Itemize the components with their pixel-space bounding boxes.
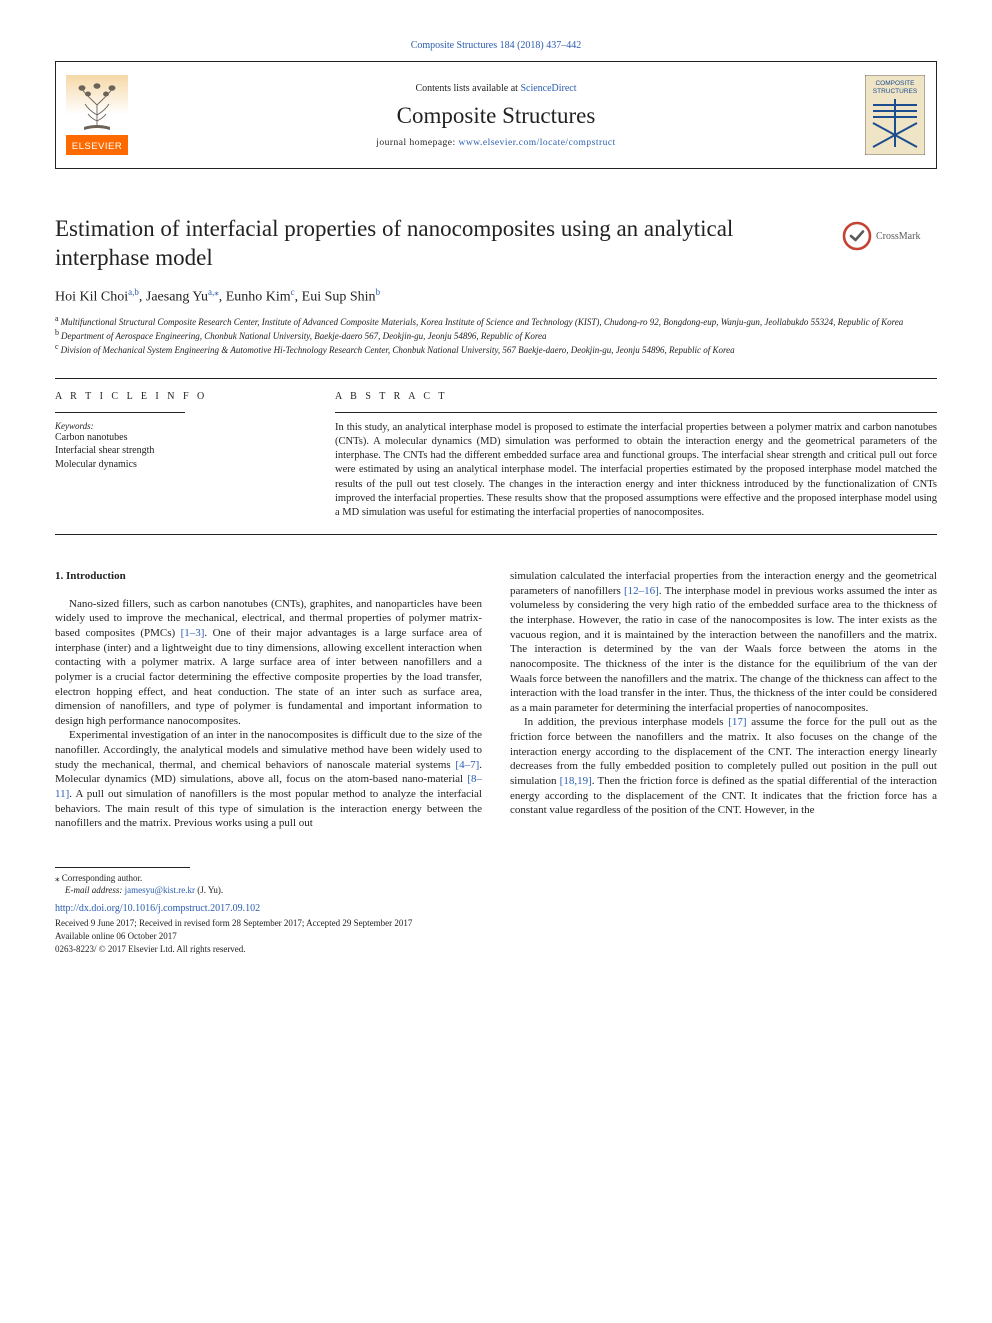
authors: Hoi Kil Choia,b, Jaesang Yua,⁎, Eunho Ki… xyxy=(55,287,937,306)
sciencedirect-link[interactable]: ScienceDirect xyxy=(520,83,576,94)
affiliations: aMultifunctional Structural Composite Re… xyxy=(55,314,937,356)
ref-4-7[interactable]: [4–7] xyxy=(455,759,479,771)
keyword-3: Molecular dynamics xyxy=(55,458,295,472)
footnote-rule xyxy=(55,867,190,868)
header-center: Contents lists available at ScienceDirec… xyxy=(138,62,854,168)
affiliation-a: Multifunctional Structural Composite Res… xyxy=(61,317,904,327)
author-2: Jaesang Yu xyxy=(146,290,208,305)
email-label: E-mail address: xyxy=(65,885,122,895)
article-info-rule xyxy=(55,412,185,413)
author-3: Eunho Kim xyxy=(226,290,291,305)
crossmark-badge[interactable]: CrossMark xyxy=(842,218,937,254)
contents-pre: Contents lists available at xyxy=(415,83,520,94)
article-info-label: A R T I C L E I N F O xyxy=(55,391,295,402)
ref-12-16[interactable]: [12–16] xyxy=(624,585,659,597)
author-1-aff[interactable]: a,b xyxy=(128,287,139,297)
ref-18-19[interactable]: [18,19] xyxy=(560,775,592,787)
para-1: Nano-sized fillers, such as carbon nanot… xyxy=(55,597,482,729)
abstract-col: A B S T R A C T In this study, an analyt… xyxy=(335,391,937,520)
svg-text:ELSEVIER: ELSEVIER xyxy=(72,141,122,152)
section-heading-1: 1. Introduction xyxy=(55,569,482,584)
author-1: Hoi Kil Choi xyxy=(55,290,128,305)
article-title: Estimation of interfacial properties of … xyxy=(55,214,828,273)
para-3: simulation calculated the interfacial pr… xyxy=(510,569,937,715)
journal-header: ELSEVIER Contents lists available at Sci… xyxy=(55,61,937,169)
body-columns: 1. Introduction Nano-sized fillers, such… xyxy=(55,569,937,831)
available-online: Available online 06 October 2017 xyxy=(55,930,937,942)
author-4-aff[interactable]: b xyxy=(376,287,381,297)
crossmark-label: CrossMark xyxy=(876,231,920,242)
affiliation-b: Department of Aerospace Engineering, Cho… xyxy=(61,331,547,341)
running-head: Composite Structures 184 (2018) 437–442 xyxy=(55,40,937,51)
doi-link[interactable]: http://dx.doi.org/10.1016/j.compstruct.2… xyxy=(55,903,260,914)
column-right: simulation calculated the interfacial pr… xyxy=(510,569,937,831)
divider xyxy=(55,378,937,379)
corresponding-email-link[interactable]: jamesyu@kist.re.kr xyxy=(125,885,195,895)
homepage-link[interactable]: www.elsevier.com/locate/compstruct xyxy=(459,138,616,148)
author-3-aff[interactable]: c xyxy=(291,287,295,297)
journal-cover-icon: COMPOSITE STRUCTURES xyxy=(865,75,925,155)
elsevier-logo-slot: ELSEVIER xyxy=(56,62,138,168)
author-4: Eui Sup Shin xyxy=(302,290,376,305)
contents-available: Contents lists available at ScienceDirec… xyxy=(415,83,576,94)
svg-text:STRUCTURES: STRUCTURES xyxy=(873,88,918,95)
journal-title: Composite Structures xyxy=(397,103,596,129)
corresponding-author: ⁎ Corresponding author. xyxy=(55,872,937,884)
running-head-link[interactable]: Composite Structures 184 (2018) 437–442 xyxy=(411,40,582,51)
crossmark-icon xyxy=(842,221,872,251)
elsevier-tree-logo: ELSEVIER xyxy=(66,75,128,155)
journal-homepage: journal homepage: www.elsevier.com/locat… xyxy=(376,138,616,148)
email-suffix: (J. Yu). xyxy=(195,885,223,895)
keyword-2: Interfacial shear strength xyxy=(55,444,295,458)
svg-text:COMPOSITE: COMPOSITE xyxy=(875,80,915,87)
affiliation-c: Division of Mechanical System Engineerin… xyxy=(61,345,735,355)
article-meta-row: A R T I C L E I N F O Keywords: Carbon n… xyxy=(55,391,937,535)
ref-17[interactable]: [17] xyxy=(728,716,746,728)
ref-1-3[interactable]: [1–3] xyxy=(181,627,205,639)
copyright: 0263-8223/ © 2017 Elsevier Ltd. All righ… xyxy=(55,943,937,955)
email-line: E-mail address: jamesyu@kist.re.kr (J. Y… xyxy=(55,884,937,896)
abstract-label: A B S T R A C T xyxy=(335,391,937,402)
author-2-corr[interactable]: ⁎ xyxy=(214,287,219,297)
homepage-pre: journal homepage: xyxy=(376,138,458,148)
para-2: Experimental investigation of an inter i… xyxy=(55,728,482,830)
abstract-text: In this study, an analytical interphase … xyxy=(335,421,937,520)
para-4: In addition, the previous interphase mod… xyxy=(510,715,937,817)
column-left: 1. Introduction Nano-sized fillers, such… xyxy=(55,569,482,831)
article-info-col: A R T I C L E I N F O Keywords: Carbon n… xyxy=(55,391,295,520)
received-dates: Received 9 June 2017; Received in revise… xyxy=(55,917,937,929)
keyword-1: Carbon nanotubes xyxy=(55,431,295,445)
journal-cover-slot: COMPOSITE STRUCTURES xyxy=(854,62,936,168)
keywords-label: Keywords: xyxy=(55,421,295,431)
footnotes: ⁎ Corresponding author. E-mail address: … xyxy=(55,872,937,955)
abstract-rule xyxy=(335,412,937,413)
